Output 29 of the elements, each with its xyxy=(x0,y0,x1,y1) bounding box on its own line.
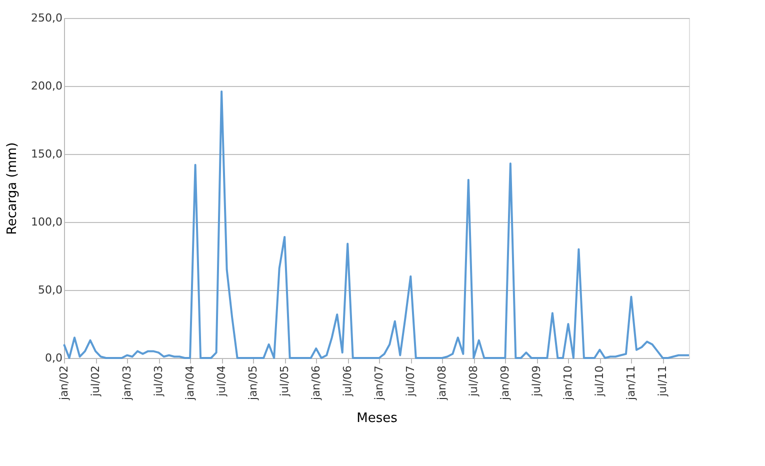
x-tick-label: jan/02 xyxy=(58,366,70,401)
x-tick-label: jan/11 xyxy=(624,366,638,401)
x-tick-label: jul/03 xyxy=(152,366,166,398)
x-tick-label: jan/10 xyxy=(562,366,575,401)
x-tick-label: jul/10 xyxy=(593,366,606,398)
x-tick-label: jul/02 xyxy=(89,366,102,398)
y-tick-label: 150,0 xyxy=(31,148,62,160)
x-tick-label: jul/09 xyxy=(530,366,544,398)
y-tick-label: 100,0 xyxy=(31,216,62,228)
x-tick-label: jan/06 xyxy=(310,366,323,401)
x-tick-label: jul/11 xyxy=(656,366,670,398)
x-tick-label: jul/04 xyxy=(215,366,228,398)
y-axis-title: Recarga (mm) xyxy=(5,142,20,235)
x-tick-label: jan/07 xyxy=(372,366,386,401)
x-tick-label: jul/05 xyxy=(278,366,292,398)
y-tick-label: 250,0 xyxy=(31,12,62,24)
x-tick-label: jan/04 xyxy=(184,366,197,401)
y-tick-label: 0,0 xyxy=(45,352,62,364)
line-series xyxy=(63,90,690,359)
x-tick-label: jan/08 xyxy=(436,366,449,401)
x-axis-title: Meses xyxy=(356,410,398,426)
x-tick-label: jan/05 xyxy=(246,366,260,401)
x-tick-label: jan/09 xyxy=(498,366,512,401)
x-tick-label: jul/08 xyxy=(467,366,480,398)
x-tick-label: jul/06 xyxy=(341,366,354,398)
x-tick-label: jan/03 xyxy=(120,366,134,401)
y-tick-label: 50,0 xyxy=(38,284,62,296)
y-tick-label: 200,0 xyxy=(31,80,62,92)
x-tick-label: jul/07 xyxy=(404,366,418,398)
